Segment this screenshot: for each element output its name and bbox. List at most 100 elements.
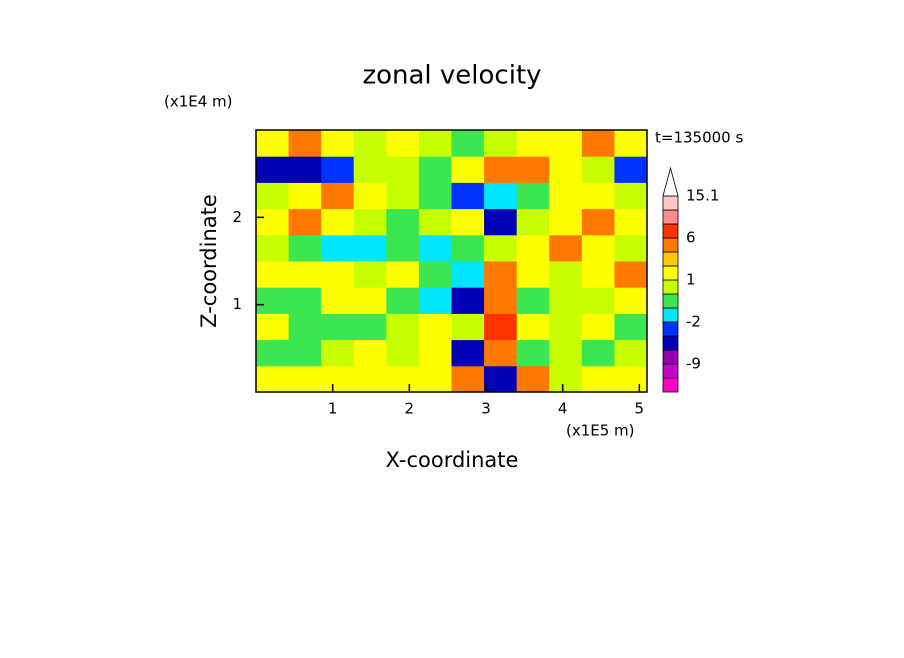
colorbar-segment <box>662 321 679 337</box>
contour-cell <box>288 208 322 236</box>
contour-cell <box>549 261 583 288</box>
contour-cell <box>288 313 322 341</box>
contour-cell <box>614 130 648 157</box>
x-axis-title: X-coordinate <box>386 448 519 472</box>
contour-cell <box>516 287 550 314</box>
contour-cell <box>614 208 648 236</box>
contour-cell <box>484 339 518 367</box>
contour-cell <box>516 208 550 236</box>
plot-frame <box>255 129 648 393</box>
contour-cell <box>484 182 518 210</box>
contour-cell <box>321 313 355 341</box>
contour-cell <box>549 130 583 157</box>
contour-cell <box>418 182 452 210</box>
contour-cell <box>353 156 387 183</box>
x-unit-label: (x1E5 m) <box>566 422 635 440</box>
contour-cell <box>516 313 550 341</box>
contour-cell <box>484 287 518 314</box>
contour-cell <box>321 182 355 210</box>
contour-cell <box>386 365 420 393</box>
contour-cell <box>256 287 290 314</box>
contour-cell <box>418 130 452 157</box>
contour-cell <box>353 261 387 288</box>
colorbar-tick-label: 15.1 <box>686 187 719 205</box>
contour-cell <box>451 261 485 288</box>
contour-cell <box>256 208 290 236</box>
contour-cell <box>321 130 355 157</box>
contour-cell <box>451 234 485 262</box>
colorbar-segment <box>662 349 679 365</box>
contour-cell <box>581 208 615 236</box>
contour-cell <box>614 339 648 367</box>
contour-cell <box>549 182 583 210</box>
y-tick-label: 1 <box>232 295 242 313</box>
contour-cell <box>484 234 518 262</box>
contour-cell <box>288 182 322 210</box>
contour-cell <box>288 156 322 183</box>
contour-cell <box>549 313 583 341</box>
contour-cell <box>353 208 387 236</box>
colorbar-segment <box>662 251 679 267</box>
contour-cell <box>386 287 420 314</box>
contour-cell <box>484 208 518 236</box>
x-tick-label: 1 <box>328 400 338 418</box>
colorbar-segment <box>662 335 679 351</box>
contour-cell <box>614 313 648 341</box>
contour-cell <box>451 287 485 314</box>
contour-cell <box>451 208 485 236</box>
colorbar-segment <box>662 279 679 295</box>
contour-cell <box>288 130 322 157</box>
contour-cell <box>549 208 583 236</box>
contour-cell <box>353 287 387 314</box>
contour-cell <box>256 313 290 341</box>
contour-cell <box>484 156 518 183</box>
contour-cell <box>581 130 615 157</box>
contour-cell <box>321 208 355 236</box>
contour-cell <box>614 287 648 314</box>
contour-cell <box>353 313 387 341</box>
colorbar-tick-label: 1 <box>686 271 696 289</box>
contour-cell <box>256 234 290 262</box>
contour-cell <box>353 182 387 210</box>
y-unit-label: (x1E4 m) <box>164 93 233 111</box>
contour-cell <box>614 234 648 262</box>
contour-cell <box>484 130 518 157</box>
contour-cell <box>484 313 518 341</box>
contour-cell <box>256 365 290 393</box>
x-tick-label: 5 <box>635 400 645 418</box>
contour-cell <box>256 339 290 367</box>
contour-cell <box>418 208 452 236</box>
contour-cell <box>321 156 355 183</box>
contour-cell <box>516 182 550 210</box>
contour-cell <box>614 182 648 210</box>
contour-cell <box>581 156 615 183</box>
contour-cell <box>288 234 322 262</box>
contour-cell <box>516 339 550 367</box>
colorbar-segment <box>662 209 679 225</box>
contour-cell <box>484 365 518 393</box>
contour-cell <box>451 130 485 157</box>
contour-cell <box>581 234 615 262</box>
x-tick-label: 4 <box>558 400 568 418</box>
y-axis-title: Z-coordinate <box>197 194 221 328</box>
colorbar-segment <box>662 195 679 211</box>
contour-cell <box>256 182 290 210</box>
colorbar-segment <box>662 293 679 309</box>
contour-cell <box>549 156 583 183</box>
contour-cell <box>288 261 322 288</box>
contour-cell <box>581 287 615 314</box>
contour-cell <box>614 261 648 288</box>
contour-cell <box>386 182 420 210</box>
contour-cell <box>418 365 452 393</box>
contour-cell <box>353 365 387 393</box>
x-tick-label: 2 <box>405 400 415 418</box>
time-label: t=135000 s <box>655 129 743 147</box>
contour-cell <box>516 261 550 288</box>
colorbar-segment <box>662 237 679 253</box>
contour-cell <box>321 261 355 288</box>
contour-cell <box>288 287 322 314</box>
contour-cell <box>614 365 648 393</box>
contour-cell <box>418 156 452 183</box>
colorbar-segment <box>662 265 679 281</box>
